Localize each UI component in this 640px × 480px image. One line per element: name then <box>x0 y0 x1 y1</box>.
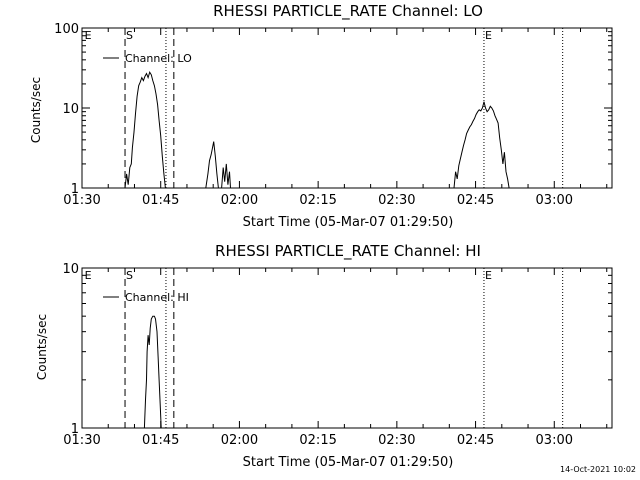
y-tick-label: 10 <box>62 102 79 117</box>
plot-hi: RHESSI PARTICLE_RATE Channel: HI Counts/… <box>35 242 613 470</box>
event-marker-label: E <box>85 269 92 282</box>
event-marker-label: E <box>85 29 92 42</box>
event-marker-label: S <box>126 269 133 282</box>
event-marker-label: E <box>485 269 492 282</box>
series-line <box>143 315 162 429</box>
x-tick-label: 01:30 <box>63 433 100 448</box>
plot-frame <box>81 267 613 429</box>
y-axis-label: Counts/sec <box>29 77 43 143</box>
x-tick-label: 03:00 <box>536 433 573 448</box>
x-tick-label: 02:45 <box>457 193 494 208</box>
x-axis-label: Start Time (05-Mar-07 01:29:50) <box>243 215 454 230</box>
event-marker-label: E <box>485 29 492 42</box>
series-line <box>205 141 219 189</box>
series-line <box>124 70 166 189</box>
event-marker-label: S <box>126 29 133 42</box>
y-tick-label: 1 <box>71 182 79 197</box>
x-tick-label: 02:15 <box>299 193 336 208</box>
chart-title: RHESSI PARTICLE_RATE Channel: HI <box>215 242 481 261</box>
timestamp: 14-Oct-2021 10:02 <box>560 465 636 474</box>
x-tick-label: 02:00 <box>221 433 258 448</box>
x-tick-label: 02:30 <box>378 193 415 208</box>
y-axis-label: Counts/sec <box>35 314 49 380</box>
x-tick-label: 02:15 <box>299 433 336 448</box>
x-tick-label: 01:45 <box>142 433 179 448</box>
x-tick-label: 01:30 <box>63 193 100 208</box>
y-tick-label: 10 <box>62 262 79 277</box>
x-tick-label: 01:45 <box>142 193 179 208</box>
plot-lo: RHESSI PARTICLE_RATE Channel: LO Counts/… <box>29 2 613 230</box>
chart-title: RHESSI PARTICLE_RATE Channel: LO <box>213 2 483 21</box>
legend-label: Channel: HI <box>125 291 189 304</box>
series-line <box>221 163 231 189</box>
x-tick-label: 02:45 <box>457 433 494 448</box>
y-tick-label: 100 <box>54 22 79 37</box>
x-tick-label: 02:00 <box>221 193 258 208</box>
series-line <box>453 101 510 189</box>
x-axis-label: Start Time (05-Mar-07 01:29:50) <box>243 455 454 470</box>
x-tick-label: 03:00 <box>536 193 573 208</box>
x-tick-label: 02:30 <box>378 433 415 448</box>
y-tick-label: 1 <box>71 422 79 437</box>
legend-label: Channel: LO <box>125 52 192 65</box>
